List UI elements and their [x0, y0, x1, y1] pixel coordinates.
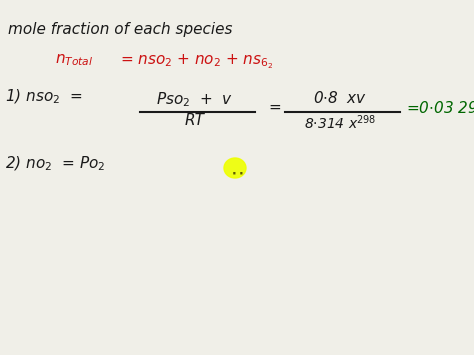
- Text: 1) $nso_2$  =: 1) $nso_2$ =: [5, 88, 82, 106]
- Text: RT: RT: [185, 113, 205, 128]
- Text: 0$\cdot$8  xv: 0$\cdot$8 xv: [313, 90, 367, 106]
- Text: $\mathbf{\cdot\cdot}$: $\mathbf{\cdot\cdot}$: [231, 167, 244, 180]
- Text: =: =: [268, 100, 281, 115]
- Text: = $nso_2$ + $no_2$ + $ns_{6_2}$: = $nso_2$ + $no_2$ + $ns_{6_2}$: [120, 52, 273, 71]
- Text: $Pso_2$  +  v: $Pso_2$ + v: [156, 90, 234, 109]
- Text: mole fraction of each species: mole fraction of each species: [8, 22, 233, 37]
- Ellipse shape: [224, 158, 246, 178]
- Text: =0$\cdot$03 29v: =0$\cdot$03 29v: [406, 100, 474, 116]
- Text: $n_{Total}$: $n_{Total}$: [55, 52, 93, 68]
- Text: 8$\cdot$314 x$^{298}$: 8$\cdot$314 x$^{298}$: [304, 113, 376, 132]
- Text: 2) $no_2$  = $Po_2$: 2) $no_2$ = $Po_2$: [5, 155, 105, 173]
